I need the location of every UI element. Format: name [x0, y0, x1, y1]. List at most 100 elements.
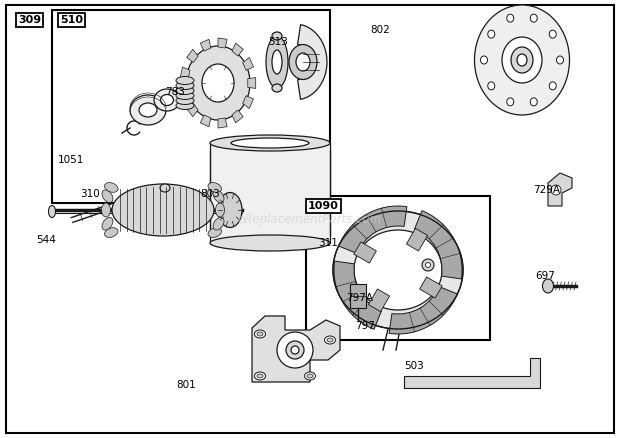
Ellipse shape [176, 81, 194, 89]
Ellipse shape [257, 332, 263, 336]
Ellipse shape [488, 82, 495, 90]
Text: 1051: 1051 [58, 155, 84, 165]
Ellipse shape [502, 37, 542, 83]
Ellipse shape [296, 53, 310, 71]
Ellipse shape [511, 47, 533, 73]
Text: 797A: 797A [346, 293, 373, 303]
Polygon shape [187, 49, 198, 63]
Ellipse shape [530, 98, 538, 106]
Polygon shape [252, 316, 340, 382]
Text: 803: 803 [200, 189, 219, 199]
Ellipse shape [333, 211, 463, 329]
Ellipse shape [161, 95, 174, 106]
Text: 783: 783 [165, 87, 185, 97]
Ellipse shape [202, 64, 234, 102]
Ellipse shape [213, 190, 224, 202]
Text: eReplacementParts.com: eReplacementParts.com [238, 213, 382, 226]
Polygon shape [242, 96, 254, 109]
Ellipse shape [507, 98, 514, 106]
Ellipse shape [216, 203, 224, 217]
Ellipse shape [176, 96, 194, 105]
Text: 729A: 729A [533, 185, 560, 195]
Polygon shape [232, 43, 243, 56]
Ellipse shape [517, 54, 527, 66]
Ellipse shape [213, 218, 224, 230]
Circle shape [277, 332, 313, 368]
Text: 503: 503 [404, 361, 423, 371]
Ellipse shape [307, 374, 313, 378]
Ellipse shape [272, 50, 282, 74]
Ellipse shape [210, 235, 330, 251]
Ellipse shape [324, 336, 335, 344]
Ellipse shape [231, 138, 309, 148]
Ellipse shape [176, 92, 194, 99]
Ellipse shape [176, 86, 194, 95]
Text: 1090: 1090 [308, 201, 339, 211]
Text: 697: 697 [535, 271, 555, 281]
Polygon shape [200, 115, 211, 127]
Ellipse shape [208, 228, 221, 237]
Ellipse shape [474, 5, 570, 115]
Ellipse shape [549, 82, 556, 90]
Bar [420, 277, 442, 298]
Ellipse shape [304, 372, 316, 380]
Polygon shape [218, 38, 227, 48]
Polygon shape [180, 87, 190, 99]
Ellipse shape [272, 32, 282, 40]
Polygon shape [242, 57, 254, 70]
Ellipse shape [102, 190, 113, 202]
Ellipse shape [488, 30, 495, 38]
Ellipse shape [102, 218, 113, 230]
Ellipse shape [139, 103, 157, 117]
Bar [306, 196, 490, 340]
Ellipse shape [549, 30, 556, 38]
Bar [354, 242, 376, 263]
Bar [368, 289, 389, 311]
Text: 801: 801 [176, 380, 196, 390]
Ellipse shape [557, 56, 564, 64]
Bar [52, 10, 330, 203]
Ellipse shape [272, 84, 282, 92]
Text: 311: 311 [318, 238, 338, 248]
Polygon shape [200, 39, 211, 51]
Text: 513: 513 [268, 37, 288, 47]
Ellipse shape [507, 14, 514, 22]
Ellipse shape [530, 14, 538, 22]
Polygon shape [298, 25, 327, 99]
Polygon shape [248, 78, 255, 88]
Polygon shape [180, 67, 190, 79]
Circle shape [291, 346, 299, 354]
Bar [210, 143, 330, 243]
Ellipse shape [105, 183, 118, 192]
Bar [407, 228, 428, 251]
Circle shape [286, 341, 304, 359]
Ellipse shape [48, 205, 56, 218]
Polygon shape [218, 118, 227, 128]
Ellipse shape [218, 192, 242, 227]
Wedge shape [334, 261, 381, 329]
Ellipse shape [176, 102, 194, 110]
Ellipse shape [289, 45, 317, 80]
Ellipse shape [542, 279, 554, 293]
Polygon shape [187, 103, 198, 117]
Ellipse shape [154, 89, 180, 111]
Polygon shape [232, 110, 243, 123]
Ellipse shape [254, 372, 265, 380]
Text: 510: 510 [60, 15, 83, 25]
Circle shape [551, 185, 561, 195]
Ellipse shape [354, 230, 442, 310]
Wedge shape [415, 211, 462, 279]
Text: 797: 797 [355, 321, 375, 331]
Ellipse shape [327, 338, 333, 342]
Text: 544: 544 [36, 235, 56, 245]
Wedge shape [339, 206, 407, 254]
Ellipse shape [480, 56, 487, 64]
Ellipse shape [105, 228, 118, 237]
Ellipse shape [102, 203, 110, 217]
Polygon shape [404, 358, 540, 388]
Text: 310: 310 [80, 189, 100, 199]
Circle shape [422, 259, 434, 271]
Ellipse shape [254, 330, 265, 338]
Text: 309: 309 [18, 15, 41, 25]
Ellipse shape [208, 183, 221, 192]
